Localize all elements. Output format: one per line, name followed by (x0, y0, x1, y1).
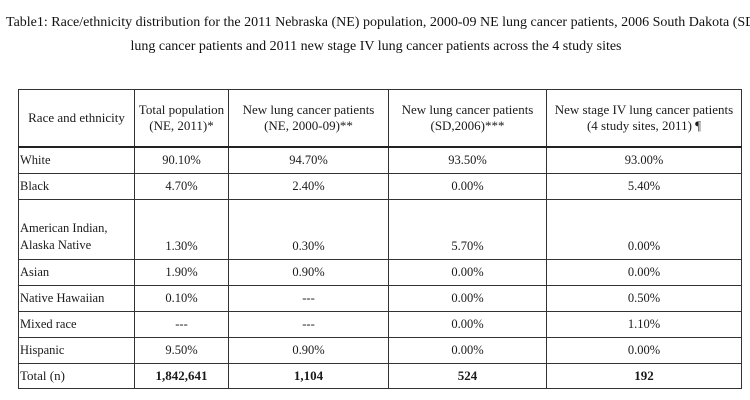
row-label: Mixed race (18, 311, 135, 338)
table-caption-line-2: lung cancer patients and 2011 new stage … (130, 39, 622, 54)
header-sd-lung-cancer: New lung cancer patients (SD,2006)*** (388, 89, 547, 148)
table-row: Black 4.70% 2.40% 0.00% 5.40% (18, 173, 742, 200)
row-label: Hispanic (18, 337, 135, 364)
table-cell: 1.90% (134, 259, 229, 286)
header-stage-iv: New stage IV lung cancer patients (4 stu… (546, 89, 742, 148)
header-total-population: Total population (NE, 2011)* (134, 89, 229, 148)
row-label: White (18, 146, 135, 174)
table-cell: 94.70% (228, 146, 389, 174)
table-cell: 0.00% (546, 259, 742, 286)
table-row: American Indian, Alaska Native 1.30% 0.3… (18, 199, 742, 260)
table-cell: --- (134, 311, 229, 338)
header-subline: (NE, 2000-09)** (264, 118, 353, 133)
table-row: Native Hawaiian 0.10% --- 0.00% 0.50% (18, 285, 742, 312)
table-header-row: Race and ethnicity Total population (NE,… (18, 89, 742, 148)
table-cell: 0.00% (546, 337, 742, 364)
table-cell: 0.10% (134, 285, 229, 312)
header-subline: (SD,2006)*** (430, 118, 505, 133)
table-cell: 0.00% (388, 285, 547, 312)
row-label-line: American Indian, (20, 221, 108, 235)
table-cell: 0.00% (388, 173, 547, 200)
table-cell: 0.00% (388, 259, 547, 286)
total-cell: 192 (546, 363, 742, 389)
table-cell: --- (228, 285, 389, 312)
total-cell: 1,842,641 (134, 363, 229, 389)
table-cell: 0.50% (546, 285, 742, 312)
table-cell: 9.50% (134, 337, 229, 364)
table-row: White 90.10% 94.70% 93.50% 93.00% (18, 146, 742, 174)
row-label: Asian (18, 259, 135, 286)
row-label: American Indian, Alaska Native (18, 199, 135, 260)
table-cell: 93.50% (388, 146, 547, 174)
row-label: Black (18, 173, 135, 200)
table-cell: 0.00% (388, 311, 547, 338)
table-cell: 5.40% (546, 173, 742, 200)
total-cell: 524 (388, 363, 547, 389)
header-line: New stage IV lung cancer patients (554, 102, 734, 117)
table-cell: 93.00% (546, 146, 742, 174)
table-cell: 90.10% (134, 146, 229, 174)
table-row: Hispanic 9.50% 0.90% 0.00% 0.00% (18, 337, 742, 364)
table-cell: 2.40% (228, 173, 389, 200)
table-cell: 0.90% (228, 259, 389, 286)
table-row: Mixed race --- --- 0.00% 1.10% (18, 311, 742, 338)
race-ethnicity-table: Race and ethnicity Total population (NE,… (18, 89, 742, 389)
table-cell: 0.00% (546, 199, 742, 260)
table-cell: 0.00% (388, 337, 547, 364)
header-line: New lung cancer patients (242, 102, 375, 117)
table-cell: 1.10% (546, 311, 742, 338)
header-ne-lung-cancer: New lung cancer patients (NE, 2000-09)** (228, 89, 389, 148)
table-cell: 0.30% (228, 199, 389, 260)
table-total-row: Total (n) 1,842,641 1,104 524 192 (18, 363, 742, 389)
table-cell: 4.70% (134, 173, 229, 200)
header-line: Race and ethnicity (28, 110, 125, 125)
table-caption-line-1: Table1: Race/ethnicity distribution for … (6, 15, 750, 30)
row-label-line: Alaska Native (20, 238, 92, 252)
header-line: New lung cancer patients (401, 102, 534, 117)
table-cell: 0.90% (228, 337, 389, 364)
header-subline: (4 study sites, 2011) ¶ (586, 118, 702, 133)
header-race-ethnicity: Race and ethnicity (18, 89, 135, 148)
header-line: Total population (138, 102, 225, 117)
table-cell: 5.70% (388, 199, 547, 260)
table-cell: --- (228, 311, 389, 338)
total-label: Total (n) (18, 363, 135, 389)
header-subline: (NE, 2011)* (149, 118, 214, 133)
table-row: Asian 1.90% 0.90% 0.00% 0.00% (18, 259, 742, 286)
row-label: Native Hawaiian (18, 285, 135, 312)
total-cell: 1,104 (228, 363, 389, 389)
table-cell: 1.30% (134, 199, 229, 260)
